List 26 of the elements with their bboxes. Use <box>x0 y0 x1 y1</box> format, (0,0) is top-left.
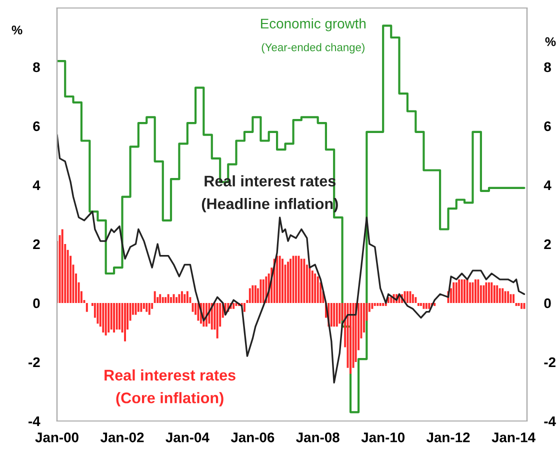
series-label: Economic growth (Year-ended change) <box>261 18 366 54</box>
y-axis-title: % <box>12 26 22 34</box>
x-tick-label: Jan-08 <box>296 432 340 442</box>
x-tick-label: Jan-14 <box>492 432 536 442</box>
y-tick-label: 0 <box>33 298 40 308</box>
y2-tick-label: -2 <box>544 357 556 368</box>
y-tick-label: 6 <box>33 121 40 132</box>
x-tick-label: Jan-10 <box>361 432 405 442</box>
y-tick-label: 8 <box>33 62 40 72</box>
y2-tick-label: 4 <box>544 180 552 190</box>
x-tick-label: Jan-04 <box>166 432 210 442</box>
y2-axis-title: % <box>545 37 556 46</box>
y-tick-label: -2 <box>28 357 40 368</box>
y-tick-label: 2 <box>33 239 40 250</box>
x-tick-label: Jan-00 <box>35 432 78 442</box>
x-tick-label: Jan-06 <box>230 432 274 442</box>
y2-tick-label: 8 <box>544 62 551 72</box>
x-tick-label: Jan-02 <box>100 432 144 442</box>
y2-tick-label: 0 <box>544 298 551 308</box>
y-tick-label: 4 <box>32 180 40 190</box>
text: Real interest rates (Core inflation) <box>104 369 236 406</box>
x-tick-label: Jan-12 <box>426 432 470 442</box>
y-tick-label: -4 <box>28 416 40 426</box>
y2-tick-label: 6 <box>544 121 551 132</box>
y2-tick-label: -4 <box>544 416 556 426</box>
y2-tick-label: 2 <box>544 239 551 250</box>
